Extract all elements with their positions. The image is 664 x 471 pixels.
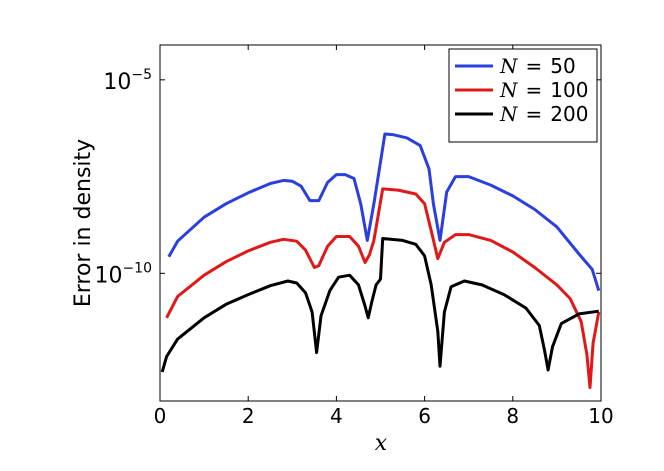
- y-axis-label: Error in density: [71, 139, 96, 307]
- legend-label: N = 200: [499, 102, 588, 126]
- x-tick-label: 10: [588, 404, 613, 428]
- x-tick-label: 6: [418, 404, 431, 428]
- x-axis-label: x: [375, 431, 388, 456]
- series-line-n200: [160, 237, 600, 373]
- x-tick-label: 8: [506, 404, 519, 428]
- series-layer: [160, 132, 601, 389]
- x-tick-label: 0: [154, 404, 167, 428]
- y-tick-label: 10−10: [94, 260, 152, 288]
- legend-label: N = 100: [499, 78, 588, 102]
- y-tick-label: 10−5: [103, 67, 152, 95]
- legend-label: N = 50: [499, 54, 576, 78]
- series-line-n100: [165, 187, 601, 389]
- series-line-n50: [167, 132, 601, 292]
- axes-layer: 0 2 4 6 8 10 10−10 10−5: [94, 45, 614, 428]
- x-tick-label: 2: [242, 404, 255, 428]
- x-tick-label: 4: [330, 404, 343, 428]
